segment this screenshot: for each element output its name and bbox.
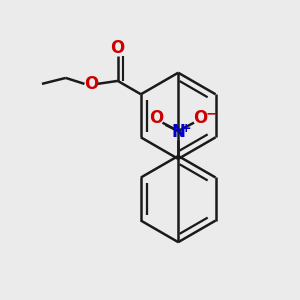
Text: −: −	[206, 106, 218, 120]
Text: O: O	[111, 39, 125, 57]
Text: N: N	[171, 123, 185, 141]
Text: +: +	[181, 122, 192, 135]
Text: O: O	[194, 109, 208, 127]
Text: O: O	[149, 109, 163, 127]
Text: O: O	[84, 75, 98, 93]
